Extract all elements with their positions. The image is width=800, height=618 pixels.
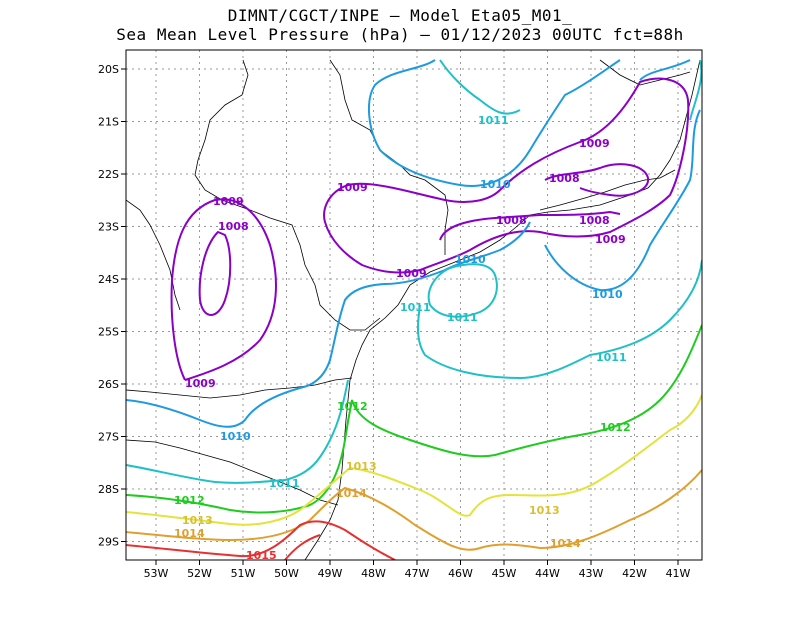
graticule bbox=[126, 50, 702, 560]
lon-label: 51W bbox=[231, 567, 256, 580]
isobar-label: 1011 bbox=[478, 114, 509, 127]
lon-label: 46W bbox=[448, 567, 473, 580]
isobar-label: 1009 bbox=[213, 195, 244, 208]
isobar-label: 1014 bbox=[550, 537, 581, 550]
isobar-label: 1009 bbox=[337, 181, 368, 194]
lat-label: 21S bbox=[98, 116, 119, 129]
state-border bbox=[126, 377, 353, 399]
isobar-1010 bbox=[639, 59, 691, 81]
lon-label: 41W bbox=[666, 567, 691, 580]
isobar-label: 1011 bbox=[596, 351, 627, 364]
lon-label: 49W bbox=[318, 567, 343, 580]
isobar-label: 1009 bbox=[595, 233, 626, 246]
isobar-1015 bbox=[284, 534, 321, 560]
lat-label: 22S bbox=[98, 168, 119, 181]
state-border bbox=[539, 169, 676, 211]
isobar-label: 1008 bbox=[496, 214, 527, 227]
lon-label: 44W bbox=[535, 567, 560, 580]
lon-label: 45W bbox=[492, 567, 517, 580]
isobar-1010 bbox=[544, 109, 701, 292]
coastline bbox=[304, 59, 701, 560]
isobar-1011 bbox=[439, 59, 521, 115]
isobar-label: 1008 bbox=[218, 220, 249, 233]
plot-frame bbox=[125, 49, 703, 561]
lat-label: 25S bbox=[98, 326, 119, 339]
isobar-1010 bbox=[368, 59, 621, 187]
isobars bbox=[126, 59, 702, 560]
state-border bbox=[126, 439, 339, 506]
isobar-label: 1013 bbox=[529, 504, 560, 517]
isobar-label: 1009 bbox=[185, 377, 216, 390]
isobar-label: 1008 bbox=[579, 214, 610, 227]
isobar-label: 1011 bbox=[400, 301, 431, 314]
isobar-label: 1012 bbox=[600, 421, 631, 434]
lon-label: 52W bbox=[187, 567, 212, 580]
isobar-label: 1010 bbox=[455, 253, 486, 266]
isobar-label: 1009 bbox=[396, 267, 427, 280]
isobar-label: 1008 bbox=[549, 172, 580, 185]
isobar-1015 bbox=[126, 520, 396, 560]
isobar-1011 bbox=[126, 379, 349, 484]
lon-label: 42W bbox=[622, 567, 647, 580]
lat-label: 20S bbox=[98, 63, 119, 76]
lat-label: 26S bbox=[98, 378, 119, 391]
isobar-label: 1010 bbox=[592, 288, 623, 301]
lon-label: 48W bbox=[361, 567, 386, 580]
isobar-label: 1010 bbox=[480, 178, 511, 191]
isobar-labels: 1008 1008 1008 1008 1009 1009 1009 1009 … bbox=[174, 114, 631, 562]
isobar-1010 bbox=[126, 221, 531, 428]
isobar-1008 bbox=[439, 210, 621, 241]
isobar-1011 bbox=[427, 263, 498, 318]
lat-label: 24S bbox=[98, 273, 119, 286]
chart-title-line1: DIMNT/CGCT/INPE – Model Eta05_M01_ bbox=[227, 6, 573, 25]
chart-title-line2: Sea Mean Level Pressure (hPa) – 01/12/20… bbox=[116, 25, 684, 44]
lat-label: 23S bbox=[98, 221, 119, 234]
isobar-1008 bbox=[544, 163, 650, 197]
lat-label: 28S bbox=[98, 483, 119, 496]
isobar-label: 1014 bbox=[174, 527, 205, 540]
isobar-1009 bbox=[170, 198, 277, 381]
lon-label: 53W bbox=[144, 567, 169, 580]
isobar-1008 bbox=[198, 230, 232, 316]
isobar-label: 1011 bbox=[269, 477, 300, 490]
lon-label: 43W bbox=[579, 567, 604, 580]
state-border bbox=[599, 59, 691, 86]
river bbox=[126, 199, 181, 311]
isobar-label: 1013 bbox=[346, 460, 377, 473]
isobar-label: 1012 bbox=[174, 494, 205, 507]
isobar-label: 1009 bbox=[579, 137, 610, 150]
isobar-1014 bbox=[126, 469, 702, 551]
isobar-1012 bbox=[126, 324, 702, 514]
isobar-1009 bbox=[323, 77, 690, 274]
isobar-1011 bbox=[689, 59, 702, 121]
isobar-label: 1011 bbox=[447, 311, 478, 324]
isobar-1011 bbox=[417, 259, 702, 380]
isobar-1013 bbox=[126, 394, 702, 526]
lat-label: 29S bbox=[98, 536, 119, 549]
isobar-label: 1012 bbox=[337, 400, 368, 413]
isobar-label: 1015 bbox=[246, 549, 277, 562]
isobar-label: 1013 bbox=[182, 514, 213, 527]
lat-label: 27S bbox=[98, 431, 119, 444]
isobar-label: 1010 bbox=[220, 430, 251, 443]
isobar-label: 1014 bbox=[336, 487, 367, 500]
lon-label: 47W bbox=[405, 567, 430, 580]
axes: 20S 21S 22S 23S 24S 25S 26S 27S 28S 29S 53W 52W 51W 5… bbox=[98, 63, 691, 580]
lon-label: 50W bbox=[274, 567, 299, 580]
